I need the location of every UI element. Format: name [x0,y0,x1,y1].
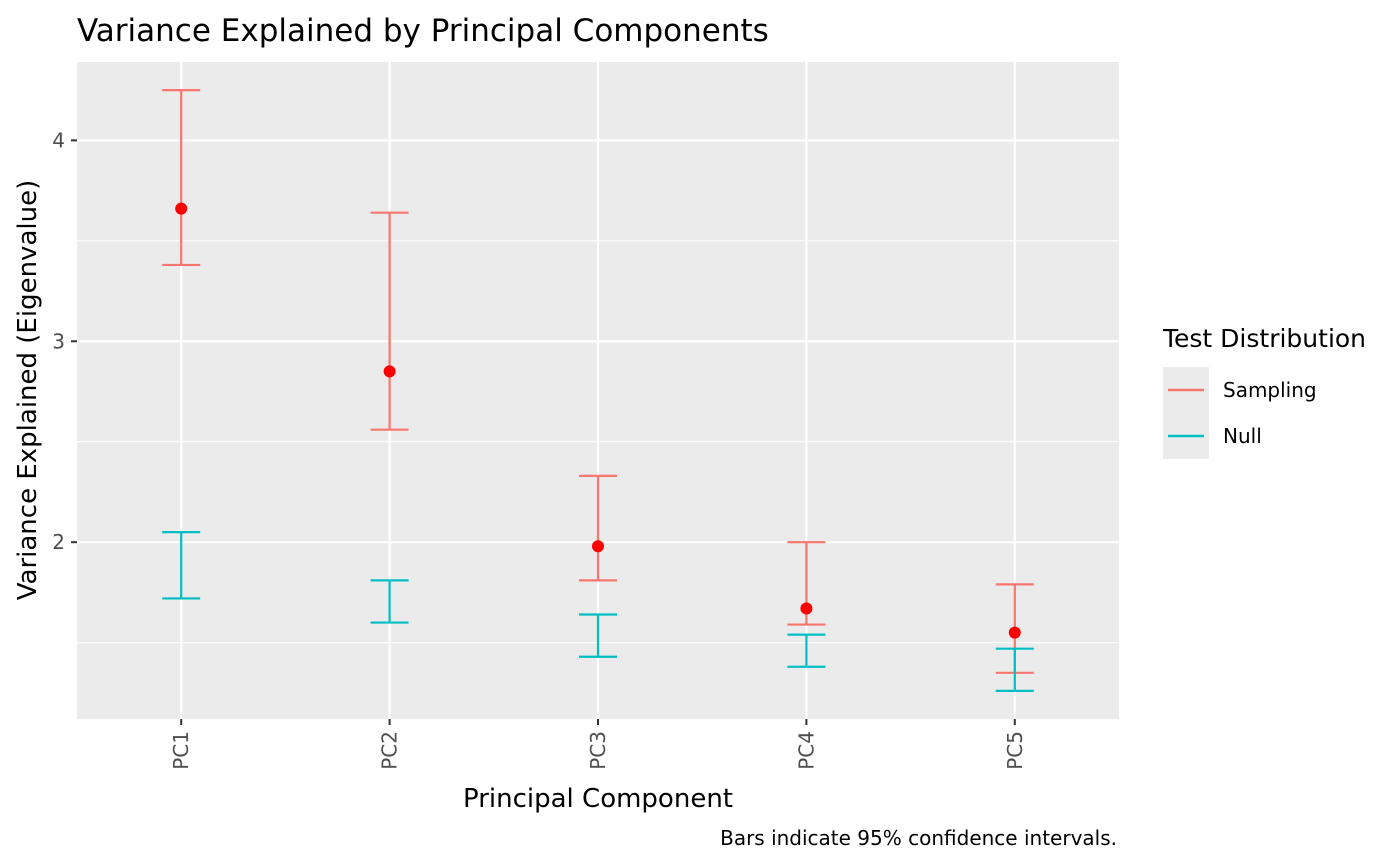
error-bar-sampling-pc1 [162,89,201,267]
legend-label-null: Null [1223,424,1262,448]
point-pc1 [175,202,188,215]
legend-label-sampling: Sampling [1223,378,1317,402]
y-tick-label: 4 [52,128,65,152]
x-tick-label: PC1 [169,731,193,770]
error-bar-sampling-pc3 [579,474,617,582]
point-pc3 [592,540,604,553]
error-bar-null-pc5 [995,647,1034,692]
x-axis: PC1 PC2 PC3 PC4 PC5 [169,719,1027,770]
x-tick-label: PC3 [586,731,610,770]
error-bars [162,89,1034,692]
point-pc4 [800,602,813,615]
legend-key-background [1163,367,1209,459]
point-pc2 [383,365,396,378]
x-tick-label: PC4 [794,731,818,770]
point-pc5 [1008,626,1021,639]
y-axis-title: Variance Explained (Eigenvalue) [13,180,43,600]
x-tick-label: PC5 [1003,731,1027,770]
x-tick-label: PC2 [378,731,402,770]
caption: Bars indicate 95% confidence intervals. [720,826,1117,850]
y-tick-label: 3 [52,329,65,353]
x-axis-title: Principal Component [463,784,733,814]
point-estimates [175,202,1021,639]
legend-title: Test Distribution [1162,324,1366,353]
error-bar-null-pc4 [787,633,826,668]
error-bar-null-pc3 [579,613,617,658]
y-axis: 2 3 4 [52,128,77,554]
error-bar-sampling-pc2 [370,211,409,431]
error-bar-null-pc1 [162,531,201,600]
chart-title: Variance Explained by Principal Componen… [77,13,769,49]
legend: Test Distribution Sampling Null [1162,324,1366,459]
error-bar-null-pc2 [370,579,409,624]
legend-entries: Sampling Null [1168,378,1317,448]
y-tick-label: 2 [52,530,65,554]
